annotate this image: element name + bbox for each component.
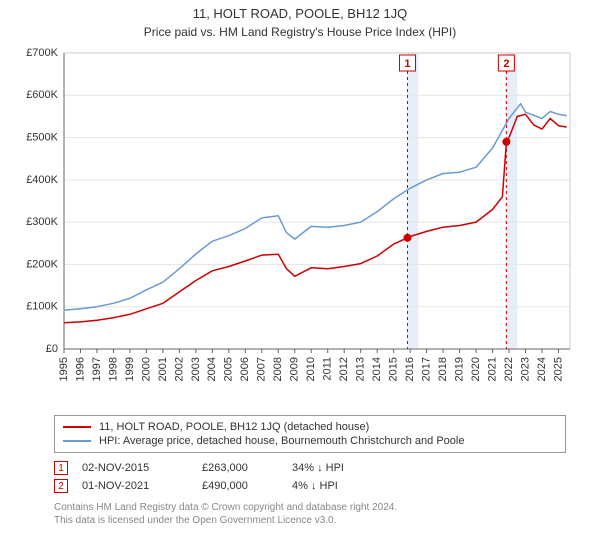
svg-text:£300K: £300K	[26, 216, 58, 228]
svg-text:2005: 2005	[223, 357, 235, 381]
svg-text:2011: 2011	[322, 357, 334, 381]
svg-text:1999: 1999	[124, 357, 136, 381]
svg-text:2: 2	[503, 58, 509, 70]
svg-text:2021: 2021	[486, 357, 498, 381]
svg-text:1995: 1995	[58, 357, 70, 381]
attribution-line-2: This data is licensed under the Open Gov…	[54, 514, 566, 527]
sale-marker: 1	[54, 461, 68, 475]
svg-text:2025: 2025	[552, 357, 564, 381]
sales-table: 1 02-NOV-2015£263,00034% ↓ HPI 2 01-NOV-202…	[54, 459, 566, 495]
svg-text:2009: 2009	[289, 357, 301, 381]
sale-price: £263,000	[202, 462, 292, 474]
svg-text:2007: 2007	[256, 357, 268, 381]
sale-marker: 2	[54, 479, 68, 493]
svg-text:2010: 2010	[305, 357, 317, 381]
legend-item: HPI: Average price, detached house, Bour…	[63, 434, 557, 448]
attribution: Contains HM Land Registry data © Crown c…	[54, 501, 566, 527]
svg-text:2018: 2018	[437, 357, 449, 381]
sale-date: 02-NOV-2015	[82, 462, 202, 474]
svg-text:2014: 2014	[371, 357, 383, 381]
legend-swatch	[63, 440, 91, 442]
svg-text:2019: 2019	[453, 357, 465, 381]
svg-text:£400K: £400K	[26, 174, 58, 186]
legend-item: 11, HOLT ROAD, POOLE, BH12 1JQ (detached…	[63, 420, 557, 434]
svg-text:1: 1	[404, 58, 410, 70]
svg-text:£0: £0	[46, 343, 58, 355]
chart-subtitle: Price paid vs. HM Land Registry's House …	[0, 21, 600, 47]
price-chart: £0 £100K £200K £300K £400K £500K £600K £700K 199…	[10, 47, 590, 407]
svg-text:2002: 2002	[173, 357, 185, 381]
svg-text:2017: 2017	[421, 357, 433, 381]
chart-title: 11, HOLT ROAD, POOLE, BH12 1JQ	[0, 0, 600, 21]
svg-text:2004: 2004	[206, 357, 218, 381]
svg-text:2008: 2008	[272, 357, 284, 381]
sale-delta: 34% ↓ HPI	[292, 462, 352, 474]
svg-text:£700K: £700K	[26, 47, 58, 59]
svg-text:2023: 2023	[519, 357, 531, 381]
legend-swatch	[63, 426, 91, 428]
legend-label: 11, HOLT ROAD, POOLE, BH12 1JQ (detached…	[99, 421, 369, 433]
svg-text:£100K: £100K	[26, 301, 58, 313]
chart-area: £0 £100K £200K £300K £400K £500K £600K £700K 199…	[10, 47, 590, 407]
svg-text:2000: 2000	[140, 357, 152, 381]
svg-text:2001: 2001	[157, 357, 169, 381]
sale-date: 01-NOV-2021	[82, 480, 202, 492]
svg-text:1996: 1996	[74, 357, 86, 381]
sale-price: £490,000	[202, 480, 292, 492]
svg-text:£500K: £500K	[26, 131, 58, 143]
svg-text:2013: 2013	[355, 357, 367, 381]
svg-text:1997: 1997	[91, 357, 103, 381]
sale-delta: 4% ↓ HPI	[292, 480, 352, 492]
svg-text:2006: 2006	[239, 357, 251, 381]
attribution-line-1: Contains HM Land Registry data © Crown c…	[54, 501, 566, 514]
svg-text:2022: 2022	[503, 357, 515, 381]
legend-box: 11, HOLT ROAD, POOLE, BH12 1JQ (detached…	[54, 415, 566, 453]
sale-row: 2 01-NOV-2021£490,0004% ↓ HPI	[54, 477, 566, 495]
svg-text:£200K: £200K	[26, 258, 58, 270]
svg-text:2020: 2020	[470, 357, 482, 381]
svg-text:2012: 2012	[338, 357, 350, 381]
svg-text:1998: 1998	[107, 357, 119, 381]
svg-text:2016: 2016	[404, 357, 416, 381]
svg-text:£600K: £600K	[26, 89, 58, 101]
svg-text:2003: 2003	[190, 357, 202, 381]
sale-row: 1 02-NOV-2015£263,00034% ↓ HPI	[54, 459, 566, 477]
svg-text:2024: 2024	[536, 357, 548, 381]
legend-label: HPI: Average price, detached house, Bour…	[99, 435, 464, 447]
svg-text:2015: 2015	[388, 357, 400, 381]
